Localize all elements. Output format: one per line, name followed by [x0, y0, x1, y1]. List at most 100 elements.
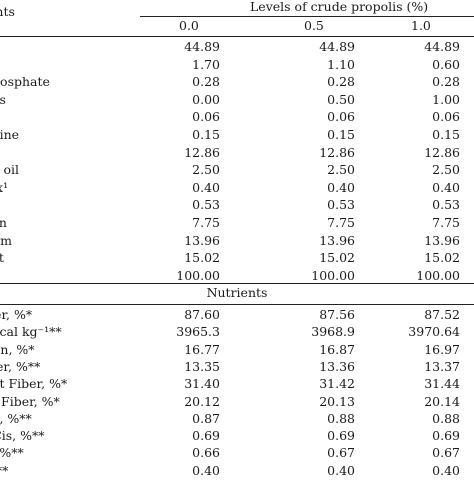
nutrient-label: %**	[0, 463, 8, 479]
nutrient-label: ne, %**	[0, 411, 32, 427]
nutrient-value-level-2: 3970.64	[380, 324, 460, 340]
ingredient-value-level-1: 7.75	[275, 215, 355, 231]
nutrient-label: iber, %**	[0, 359, 40, 375]
nutrient-value-level-2: 87.52	[380, 307, 460, 323]
ingredient-value-level-0: 1.70	[140, 57, 220, 73]
nutrient-value-level-0: 31.40	[140, 376, 220, 392]
ingredient-value-level-2: 0.40	[380, 180, 460, 196]
nutrient-value-level-2: 0.88	[380, 411, 460, 427]
ingredient-label: hum	[0, 233, 12, 249]
ingredient-label: phosphate	[0, 74, 50, 90]
nutrient-value-level-2: 0.40	[380, 463, 460, 479]
nutrient-value-level-1: 0.40	[275, 463, 355, 479]
nutrient-value-level-2: 20.14	[380, 394, 460, 410]
ingredient-value-level-1: 0.28	[275, 74, 355, 90]
ingredient-value-level-2: 0.15	[380, 127, 460, 143]
nutrient-value-level-2: 13.37	[380, 359, 460, 375]
ingredient-value-level-0: 13.96	[140, 233, 220, 249]
ingredient-value-level-2: 44.89	[380, 39, 460, 55]
ingredient-value-level-1: 0.40	[275, 180, 355, 196]
ingredient-value-level-0: 0.15	[140, 127, 220, 143]
ingredient-label: eat	[0, 250, 4, 266]
nutrient-value-level-1: 0.67	[275, 445, 355, 461]
nutrient-value-level-2: 16.97	[380, 342, 460, 358]
header-subrule	[140, 16, 474, 17]
ingredient-value-level-1: 12.86	[275, 145, 355, 161]
level-0-header: 0.0	[179, 18, 199, 34]
nutrient-value-level-1: 20.13	[275, 394, 355, 410]
nutrient-value-level-0: 0.66	[140, 445, 220, 461]
ingredient-value-level-2: 1.00	[380, 92, 460, 108]
nutrient-value-level-0: 13.35	[140, 359, 220, 375]
nutrient-label: tein, %*	[0, 342, 35, 358]
ingredient-value-level-0: 0.40	[140, 180, 220, 196]
nutrient-value-level-2: 31.44	[380, 376, 460, 392]
ingredient-label: nix¹	[0, 180, 8, 196]
ingredient-value-level-2: 13.96	[380, 233, 460, 249]
ingredient-value-level-1: 15.02	[275, 250, 355, 266]
nutrient-value-level-1: 0.69	[275, 428, 355, 444]
nutrient-value-level-0: 20.12	[140, 394, 220, 410]
nutrient-value-level-1: 13.36	[275, 359, 355, 375]
nutrient-value-level-0: 87.60	[140, 307, 220, 323]
ingredient-value-level-2: 0.28	[380, 74, 460, 90]
ingredient-value-level-2: 2.50	[380, 162, 460, 178]
ingredient-value-level-1: 0.06	[275, 109, 355, 125]
ingredient-value-level-0: 100.00	[140, 268, 220, 284]
nutrient-row: %** 0.40 0.40 0.40	[0, 461, 474, 480]
nutrient-value-level-0: 0.87	[140, 411, 220, 427]
ingredient-value-level-1: 100.00	[275, 268, 355, 284]
nutrient-value-level-1: 31.42	[275, 376, 355, 392]
ingredient-value-level-1: 44.89	[275, 39, 355, 55]
nutrient-value-level-2: 0.69	[380, 428, 460, 444]
ingredient-value-level-1: 0.15	[275, 127, 355, 143]
nutrient-label: , kcal kg⁻¹**	[0, 324, 62, 340]
ingredient-value-level-2: 0.53	[380, 197, 460, 213]
ingredients-bottom-rule	[0, 283, 474, 284]
ingredient-value-level-0: 2.50	[140, 162, 220, 178]
ingredient-value-level-0: 0.28	[140, 74, 220, 90]
ingredient-label: olis	[0, 92, 6, 108]
nutrient-value-level-1: 3968.9	[275, 324, 355, 340]
ingredient-value-level-2: 7.75	[380, 215, 460, 231]
ingredient-label: ean	[0, 215, 7, 231]
nutrient-value-level-1: 87.56	[275, 307, 355, 323]
nutrient-label: ent Fiber, %*	[0, 376, 67, 392]
ingredient-value-level-2: 15.02	[380, 250, 460, 266]
ingredient-value-level-0: 12.86	[140, 145, 220, 161]
ingredient-value-level-2: 0.06	[380, 109, 460, 125]
nutrients-section-label: Nutrients	[0, 285, 474, 301]
ingredient-value-level-0: 0.00	[140, 92, 220, 108]
ingredient-value-level-2: 12.86	[380, 145, 460, 161]
nutrient-value-level-2: 0.67	[380, 445, 460, 461]
nutrient-label: a, %**	[0, 445, 24, 461]
ingredient-value-level-0: 7.75	[140, 215, 220, 231]
ingredient-value-level-0: 44.89	[140, 39, 220, 55]
ingredient-value-level-0: 15.02	[140, 250, 220, 266]
nutrient-value-level-1: 0.88	[275, 411, 355, 427]
nutrient-label: tter, %*	[0, 307, 32, 323]
nutrient-label: nt Fiber, %*	[0, 394, 60, 410]
level-2-header: 1.0	[411, 18, 431, 34]
ingredient-value-level-1: 0.53	[275, 197, 355, 213]
ingredient-value-level-0: 0.53	[140, 197, 220, 213]
levels-header: Levels of crude propolis (%)	[250, 0, 428, 15]
nutrient-value-level-0: 0.69	[140, 428, 220, 444]
nutrient-value-level-0: 3965.3	[140, 324, 220, 340]
ingredient-value-level-1: 1.10	[275, 57, 355, 73]
ingredient-label: an oil	[0, 162, 19, 178]
ingredient-label: onine	[0, 127, 19, 143]
nutrient-value-level-1: 16.87	[275, 342, 355, 358]
ingredient-value-level-2: 100.00	[380, 268, 460, 284]
nutrient-value-level-0: 0.40	[140, 463, 220, 479]
ingredient-value-level-1: 13.96	[275, 233, 355, 249]
ingredient-value-level-2: 0.60	[380, 57, 460, 73]
nutrient-label: - Cis, %**	[0, 428, 45, 444]
ingredient-value-level-1: 0.50	[275, 92, 355, 108]
ingredient-value-level-0: 0.06	[140, 109, 220, 125]
level-1-header: 0.5	[304, 18, 324, 34]
nutrient-value-level-0: 16.77	[140, 342, 220, 358]
ingredient-value-level-1: 2.50	[275, 162, 355, 178]
ingredients-header: ients	[0, 4, 15, 20]
